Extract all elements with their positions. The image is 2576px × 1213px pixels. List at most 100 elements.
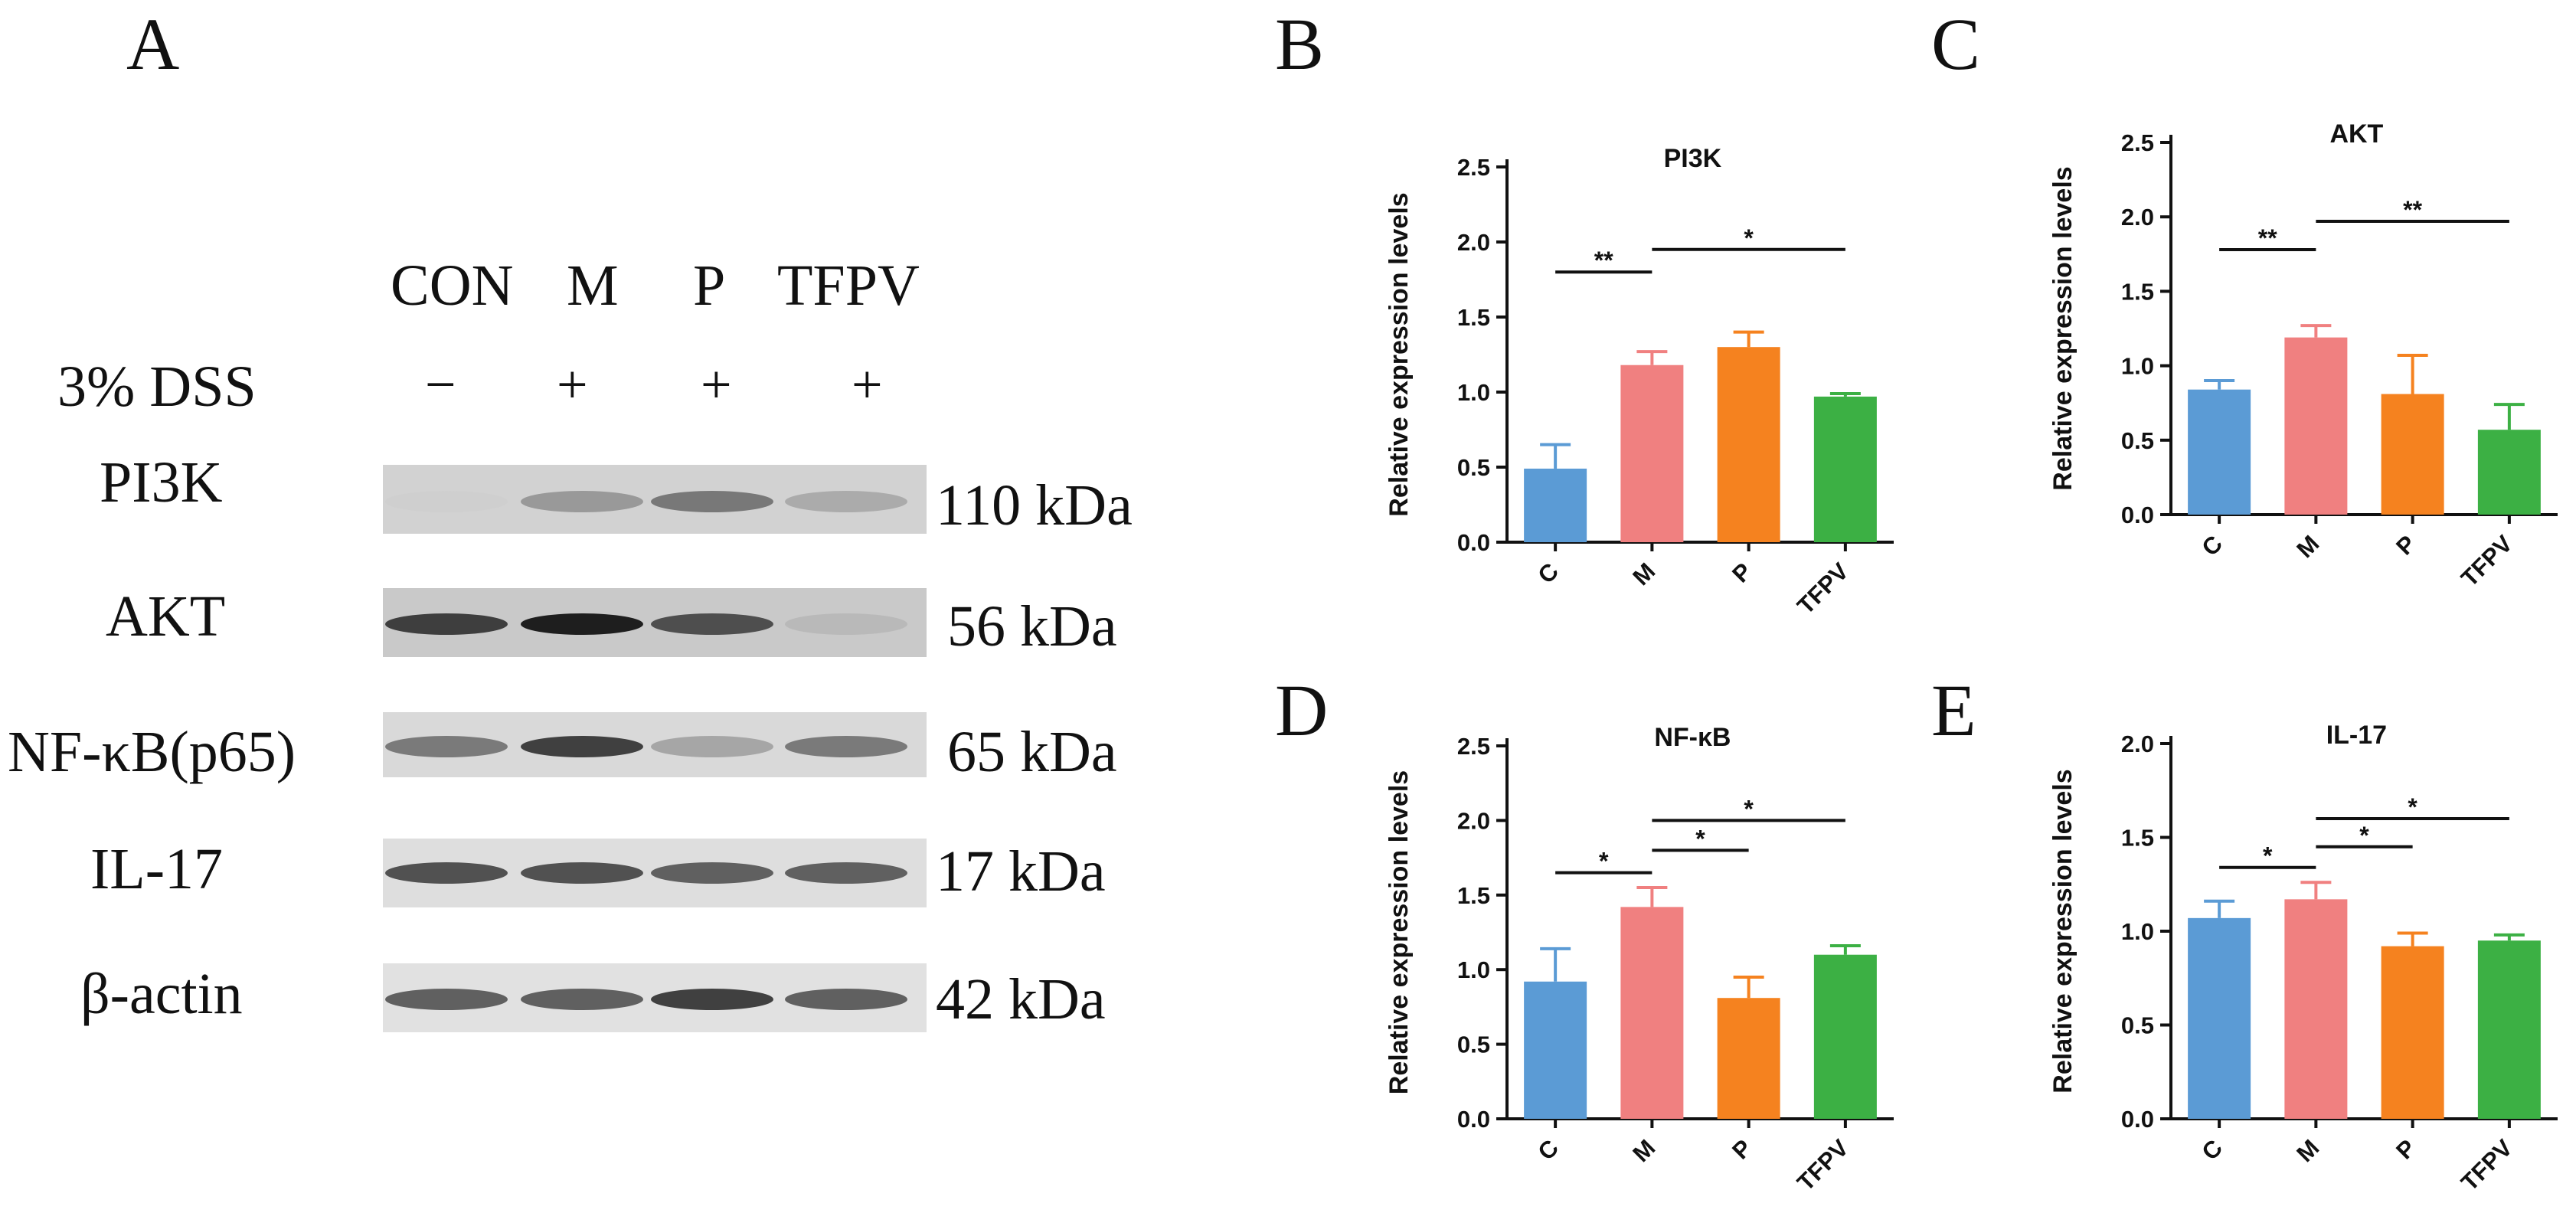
x-tick-label: C [2196, 1134, 2228, 1166]
protein-label-akt: AKT [106, 584, 225, 649]
x-tick-label: TFPV [1792, 557, 1854, 620]
blot-band [651, 613, 773, 635]
bar-m [2284, 899, 2348, 1119]
bar-tfpv [1813, 396, 1877, 542]
blot-band [651, 736, 773, 757]
blot-row-pi3k: PI3K 110 kDa [100, 450, 1133, 538]
chart-panel-il17: E IL-17 Relative expression levels 0.0 0.5 1.… [1931, 669, 2558, 1196]
significance-stars: * [1744, 224, 1754, 252]
x-tick-label: TFPV [2456, 1134, 2518, 1196]
chart-panel-pi3k: B PI3K Relative expression levels 0.0 0.5 1.0… [1275, 3, 1894, 620]
chart-panel-nfkb: D NF-κB Relative expression levels 0.0 0.5 1.… [1275, 669, 1894, 1196]
y-tick-label: 1.0 [2121, 353, 2154, 380]
bar-c [2188, 917, 2251, 1119]
panel-letter-b: B [1275, 3, 1324, 85]
protein-label-nfkb: NF-κB(p65) [8, 720, 296, 784]
y-tick-label: 2.5 [1457, 154, 1490, 181]
bar-tfpv [1813, 954, 1877, 1119]
y-tick-label: 0.0 [2121, 502, 2154, 528]
bar-p [2381, 946, 2444, 1119]
lane-header-m: M [567, 253, 619, 318]
bar-m [2284, 337, 2348, 515]
y-tick-label: 2.5 [2121, 129, 2154, 156]
y-tick-label: 0.5 [1457, 1032, 1490, 1058]
y-tick-label: 1.5 [2121, 278, 2154, 305]
y-axis-label: Relative expression levels [1384, 770, 1414, 1094]
x-tick-label: P [1727, 557, 1757, 587]
blot-band [521, 989, 643, 1010]
significance-stars: ** [1594, 247, 1613, 274]
lane-header-tfpv: TFPV [777, 253, 920, 318]
y-tick-label: 0.0 [2121, 1106, 2154, 1133]
bar-p [1717, 347, 1780, 542]
significance-stars: * [1695, 825, 1705, 852]
protein-label-il17: IL-17 [90, 837, 223, 901]
bar-c [2188, 389, 2251, 515]
bar-tfpv [2477, 940, 2541, 1119]
panel-letter-c: C [1931, 3, 1980, 85]
blot-band [785, 736, 907, 757]
chart-title: NF-κB [1654, 723, 1731, 752]
significance-stars: ** [2403, 196, 2422, 224]
treatment-label: 3% DSS [57, 355, 257, 419]
panel-letter-e: E [1931, 669, 1976, 751]
blot-row-akt: AKT 56 kDa [106, 584, 1117, 659]
y-tick-label: 2.0 [1457, 229, 1490, 256]
x-tick-label: C [1532, 1134, 1564, 1166]
y-tick-label: 2.0 [2121, 731, 2154, 757]
blot-band [521, 736, 643, 757]
blot-band [521, 491, 643, 512]
chart-title: IL-17 [2326, 721, 2387, 750]
y-axis-label: Relative expression levels [2048, 166, 2077, 490]
y-tick-label: 0.0 [1457, 1106, 1490, 1133]
y-axis-label: Relative expression levels [1384, 192, 1414, 516]
lane-header-p: P [693, 253, 725, 318]
y-tick-label: 2.5 [1457, 733, 1490, 760]
significance-stars: ** [2258, 224, 2277, 252]
x-tick-label: P [1727, 1134, 1757, 1164]
blot-band [651, 491, 773, 512]
bar-m [1620, 365, 1684, 542]
western-blot-panel: A CON M P TFPV 3% DSS − + + + PI3K 110 k… [8, 3, 1133, 1032]
bar-p [2381, 394, 2444, 515]
x-tick-label: M [1627, 557, 1660, 590]
blot-band [785, 613, 907, 635]
blot-band [785, 989, 907, 1010]
panel-letter-d: D [1275, 669, 1328, 751]
bar-m [1620, 907, 1684, 1119]
kda-label-nfkb: 65 kDa [947, 720, 1117, 784]
blot-row-nfkb: NF-κB(p65) 65 kDa [8, 712, 1117, 784]
blot-band [385, 862, 508, 884]
blot-band [385, 491, 508, 512]
x-tick-label: M [2291, 1134, 2324, 1167]
x-tick-label: P [2391, 1134, 2421, 1164]
x-tick-label: C [1532, 557, 1564, 589]
x-tick-label: TFPV [1792, 1134, 1854, 1196]
significance-stars: * [2408, 793, 2417, 821]
treatment-sign-con: − [425, 354, 456, 415]
blot-row-il17: IL-17 17 kDa [90, 837, 1106, 907]
x-tick-label: TFPV [2456, 530, 2518, 592]
blot-band [521, 862, 643, 884]
significance-stars: * [1744, 795, 1754, 822]
chart-title: PI3K [1664, 144, 1722, 173]
y-tick-label: 2.0 [1457, 807, 1490, 834]
protein-label-pi3k: PI3K [100, 450, 223, 515]
x-tick-label: M [1627, 1134, 1660, 1167]
blot-band [385, 736, 508, 757]
y-tick-label: 1.0 [1457, 379, 1490, 406]
y-tick-label: 0.0 [1457, 529, 1490, 556]
significance-stars: * [2263, 842, 2273, 870]
blot-band [385, 613, 508, 635]
y-tick-label: 1.5 [1457, 882, 1490, 909]
x-tick-label: P [2391, 530, 2421, 560]
blot-band [521, 613, 643, 635]
y-axis-label: Relative expression levels [2048, 769, 2077, 1093]
y-tick-label: 2.0 [2121, 204, 2154, 231]
treatment-sign-p: + [701, 354, 732, 415]
bar-c [1524, 468, 1587, 542]
x-tick-label: C [2196, 530, 2228, 561]
blot-band [651, 989, 773, 1010]
blot-band [651, 862, 773, 884]
blot-band [785, 862, 907, 884]
